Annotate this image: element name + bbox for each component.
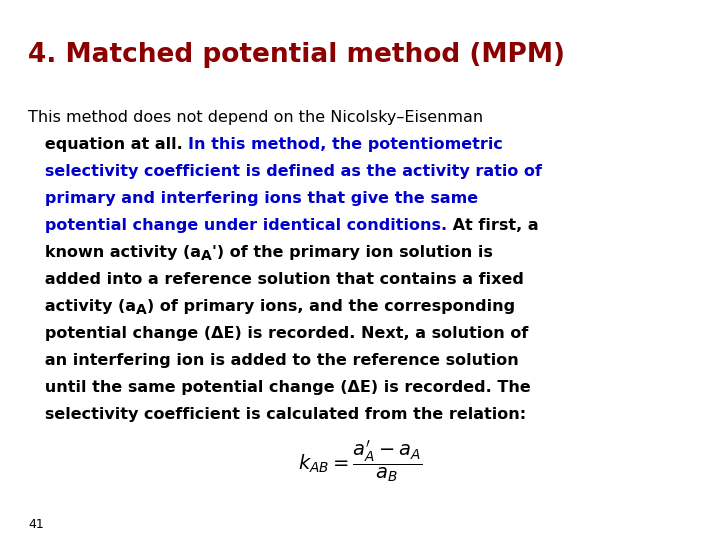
Text: potential change under identical conditions.: potential change under identical conditi… xyxy=(28,218,447,233)
Text: an interfering ion is added to the reference solution: an interfering ion is added to the refer… xyxy=(28,353,518,368)
Text: 4. Matched potential method (MPM): 4. Matched potential method (MPM) xyxy=(28,42,565,68)
Text: selectivity coefficient is calculated from the relation:: selectivity coefficient is calculated fr… xyxy=(28,407,526,422)
Text: activity (a: activity (a xyxy=(28,299,136,314)
Text: This method does not depend on the Nicolsky–Eisenman: This method does not depend on the Nicol… xyxy=(28,110,483,125)
Text: potential change (ΔE) is recorded. Next, a solution of: potential change (ΔE) is recorded. Next,… xyxy=(28,326,528,341)
Text: primary and interfering ions that give the same: primary and interfering ions that give t… xyxy=(28,191,478,206)
Text: In this method, the potentiometric: In this method, the potentiometric xyxy=(189,137,503,152)
Text: $k_{AB} = \dfrac{a_A^{\prime} - a_A}{a_B}$: $k_{AB} = \dfrac{a_A^{\prime} - a_A}{a_B… xyxy=(298,438,422,484)
Text: known activity (a: known activity (a xyxy=(28,245,201,260)
Text: A: A xyxy=(201,249,212,263)
Text: until the same potential change (ΔE) is recorded. The: until the same potential change (ΔE) is … xyxy=(28,380,531,395)
Text: selectivity coefficient is defined as the activity ratio of: selectivity coefficient is defined as th… xyxy=(28,164,542,179)
Text: At first, a: At first, a xyxy=(447,218,539,233)
Text: ) of primary ions, and the corresponding: ) of primary ions, and the corresponding xyxy=(147,299,515,314)
Text: 41: 41 xyxy=(28,518,44,531)
Text: ') of the primary ion solution is: ') of the primary ion solution is xyxy=(212,245,492,260)
Text: equation at all.: equation at all. xyxy=(28,137,189,152)
Text: A: A xyxy=(136,303,147,317)
Text: added into a reference solution that contains a fixed: added into a reference solution that con… xyxy=(28,272,524,287)
